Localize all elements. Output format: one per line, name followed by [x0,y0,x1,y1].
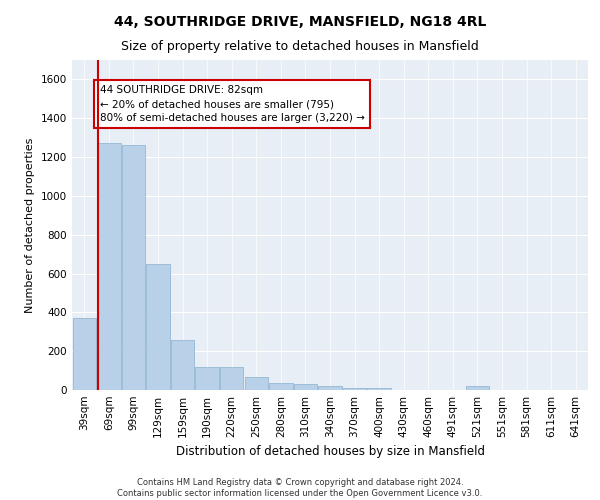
Bar [196,366,219,390]
Bar [220,366,244,390]
X-axis label: Distribution of detached houses by size in Mansfield: Distribution of detached houses by size … [176,446,485,458]
Bar [294,384,317,390]
Bar [367,388,391,390]
Y-axis label: Number of detached properties: Number of detached properties [25,138,35,312]
Text: Contains HM Land Registry data © Crown copyright and database right 2024.
Contai: Contains HM Land Registry data © Crown c… [118,478,482,498]
Bar [245,378,268,390]
Text: 44, SOUTHRIDGE DRIVE, MANSFIELD, NG18 4RL: 44, SOUTHRIDGE DRIVE, MANSFIELD, NG18 4R… [114,15,486,29]
Text: 44 SOUTHRIDGE DRIVE: 82sqm
← 20% of detached houses are smaller (795)
80% of sem: 44 SOUTHRIDGE DRIVE: 82sqm ← 20% of deta… [100,85,364,123]
Text: Size of property relative to detached houses in Mansfield: Size of property relative to detached ho… [121,40,479,53]
Bar [122,146,145,390]
Bar [97,144,121,390]
Bar [146,264,170,390]
Bar [319,386,341,390]
Bar [466,386,489,390]
Bar [343,388,366,390]
Bar [73,318,96,390]
Bar [171,340,194,390]
Bar [269,383,293,390]
